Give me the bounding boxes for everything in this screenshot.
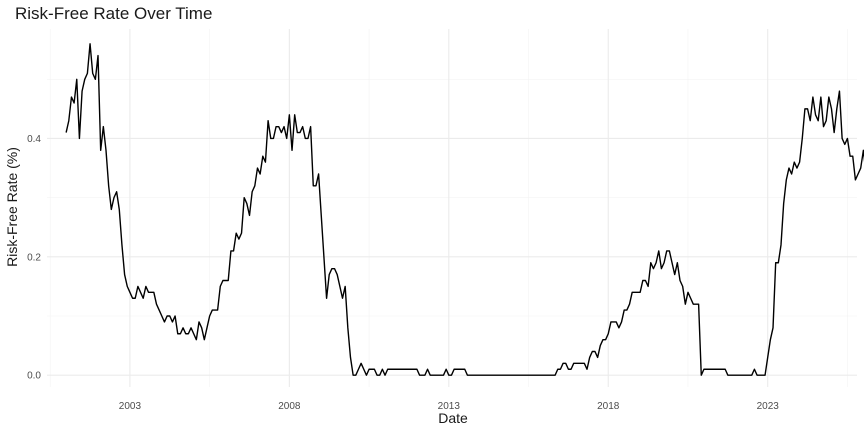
risk-free-rate-line	[65, 43, 864, 376]
major-gridlines	[47, 29, 857, 387]
y-tick-label: 0.2	[27, 252, 41, 263]
y-tick-label: 0.0	[27, 371, 41, 382]
x-tick-label: 2013	[438, 401, 461, 412]
y-axis-title: Risk-Free Rate (%)	[4, 147, 20, 267]
x-tick-label: 2023	[757, 401, 780, 412]
minor-gridlines	[47, 29, 857, 387]
x-tick-label: 2003	[119, 401, 142, 412]
x-axis-title: Date	[438, 410, 468, 426]
series-layer	[65, 43, 864, 376]
x-axis-ticks: 2003 2008 2013 2018 2023	[119, 401, 779, 412]
chart-title: Risk-Free Rate Over Time	[15, 4, 212, 23]
x-tick-label: 2008	[278, 401, 301, 412]
y-axis-ticks: 0.0 0.2 0.4	[27, 134, 41, 382]
x-tick-label: 2018	[597, 401, 620, 412]
y-tick-label: 0.4	[27, 134, 41, 145]
